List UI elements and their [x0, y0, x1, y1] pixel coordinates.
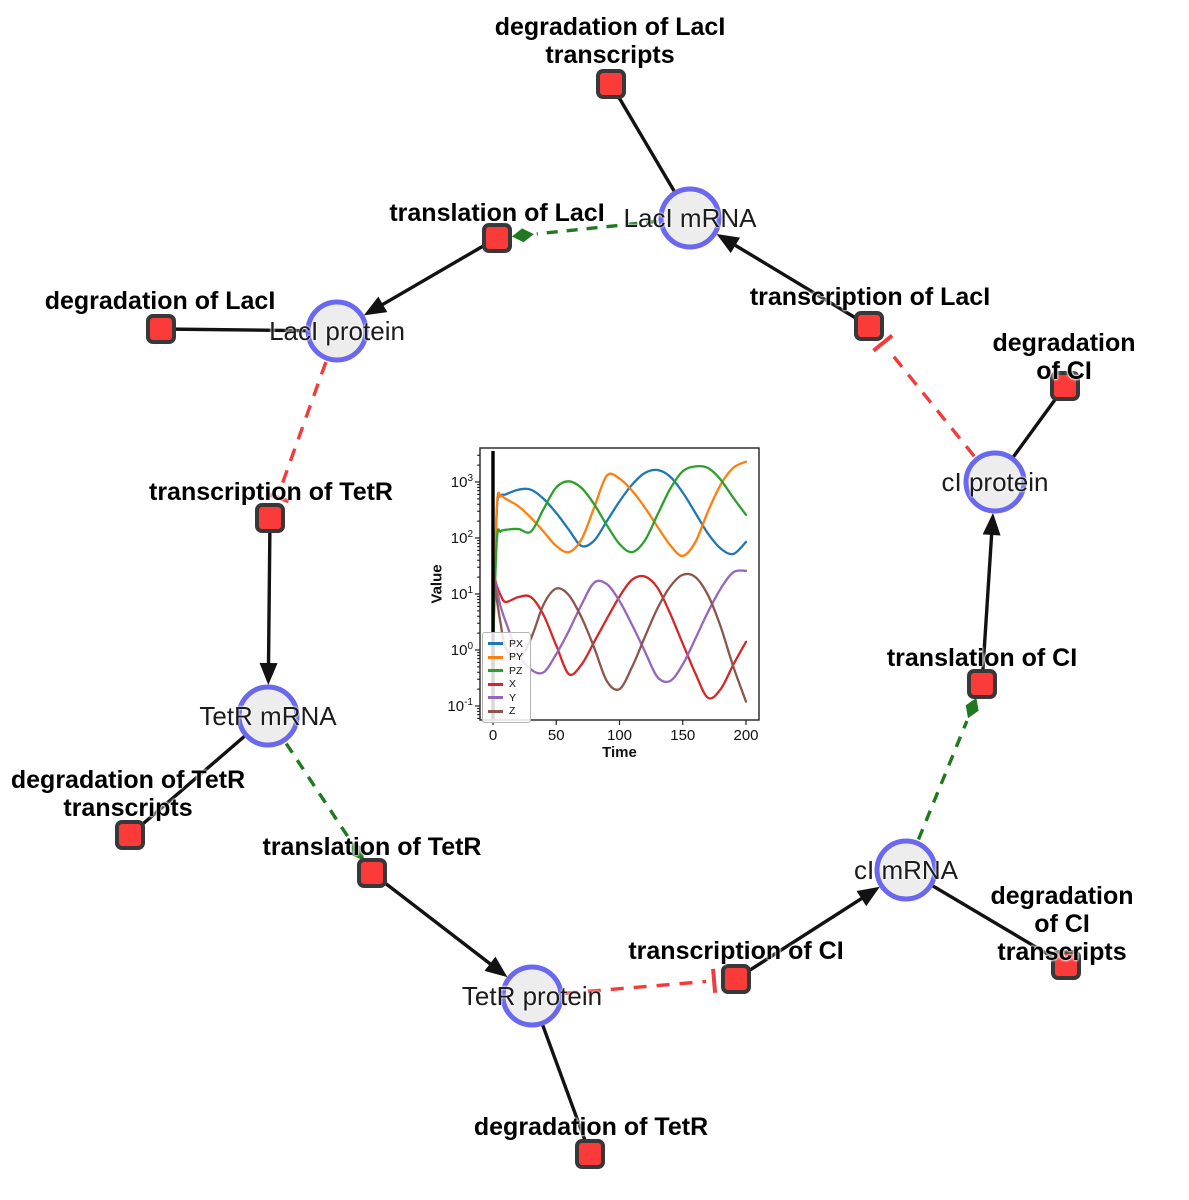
- chart-legend: PX PY PZ X Y Z: [482, 632, 532, 723]
- species-node-laci-mrna[interactable]: [658, 186, 722, 250]
- reaction-node-deg-tetr[interactable]: [575, 1139, 605, 1169]
- species-node-tetr-protein[interactable]: [500, 964, 564, 1028]
- x-tick-label: 0: [488, 727, 498, 744]
- reaction-node-deg-ci-transcripts[interactable]: [1051, 950, 1081, 980]
- x-tick-label: 100: [606, 727, 633, 744]
- reaction-node-deg-laci[interactable]: [146, 314, 176, 344]
- y-tick-label: 102: [450, 529, 473, 547]
- edge-consumption-tetr-protein-deg-tetr: [541, 1024, 592, 1155]
- legend-item-PX: PX: [488, 637, 523, 651]
- edge-modifier-ci-mrna-translation-ci-diamond: [965, 697, 979, 719]
- edge-production-translation-tetr-tetr-protein: [370, 871, 495, 969]
- edge-production-translation-laci-laci-protein-arrowhead: [363, 296, 388, 316]
- edge-inhibition-tetr-protein-transcription-ci-inhibit-bar: [711, 968, 718, 993]
- edge-production-transcription-laci-laci-mrna-arrowhead: [716, 234, 741, 254]
- edge-consumption-laci-mrna-deg-laci-transcripts: [609, 83, 676, 193]
- reaction-node-translation-tetr[interactable]: [357, 858, 387, 888]
- reaction-node-deg-ci[interactable]: [1050, 371, 1080, 401]
- series-PY: [491, 460, 748, 652]
- legend-item-PY: PY: [488, 651, 523, 665]
- legend-label-PY: PY: [509, 651, 524, 663]
- series-PZ: [491, 464, 748, 652]
- legend-item-Y: Y: [488, 691, 523, 705]
- edge-production-transcription-ci-ci-mrna: [735, 894, 867, 981]
- reaction-node-transcription-laci[interactable]: [854, 311, 884, 341]
- edge-consumption-ci-mrna-deg-ci-transcripts: [931, 884, 1067, 967]
- species-node-ci-mrna[interactable]: [874, 838, 938, 902]
- legend-label-Y: Y: [509, 691, 517, 704]
- reaction-node-translation-ci[interactable]: [967, 669, 997, 699]
- legend-label-Z: Z: [509, 705, 516, 717]
- reaction-node-deg-tetr-transcripts[interactable]: [115, 820, 145, 850]
- inset-timeseries-chart: 0 50 100 150 200 10-1 100 101 102 103 Time Value …: [428, 432, 780, 767]
- edge-production-transcription-laci-laci-mrna: [730, 241, 870, 328]
- edge-production-translation-tetr-tetr-protein-arrowhead: [484, 956, 508, 978]
- y-tick-label: 103: [450, 473, 473, 491]
- chart-plot-area: [475, 447, 760, 725]
- y-axis-title: Value: [428, 564, 446, 604]
- legend-item-Z: Z: [488, 705, 523, 719]
- edge-inhibition-ci-protein-transcription-laci-inhibit-bar: [872, 334, 894, 353]
- edge-modifier-laci-mrna-translation-laci-diamond: [511, 228, 534, 243]
- y-tick-label: 101: [450, 585, 473, 603]
- edge-production-translation-laci-laci-protein: [377, 236, 498, 309]
- edge-production-translation-ci-ci-protein: [980, 529, 994, 685]
- reaction-node-translation-laci[interactable]: [482, 223, 512, 253]
- species-node-laci-protein[interactable]: [305, 299, 369, 363]
- reaction-node-transcription-ci[interactable]: [721, 964, 751, 994]
- species-node-tetr-mrna[interactable]: [236, 684, 300, 748]
- legend-label-X: X: [509, 678, 517, 690]
- legend-swatch-Y: [488, 696, 503, 700]
- edge-inhibition-laci-protein-transcription-tetr: [278, 361, 328, 491]
- edge-inhibition-laci-protein-transcription-tetr-inhibit-bar: [265, 491, 290, 504]
- x-axis-title: Time: [602, 744, 637, 761]
- edge-modifier-ci-mrna-translation-ci: [916, 720, 969, 841]
- species-node-ci-protein[interactable]: [963, 450, 1027, 514]
- edge-production-transcription-tetr-tetr-mrna: [266, 517, 272, 669]
- edge-inhibition-ci-protein-transcription-laci: [886, 348, 976, 458]
- y-tick-label: 100: [450, 641, 473, 659]
- edge-modifier-laci-mrna-translation-laci: [536, 219, 658, 236]
- y-tick-label: 10-1: [447, 697, 473, 715]
- legend-swatch-X: [488, 682, 503, 686]
- edge-production-transcription-tetr-tetr-mrna-arrowhead: [259, 662, 278, 686]
- edge-modifier-tetr-mrna-translation-tetr-diamond: [351, 842, 364, 861]
- legend-item-PZ: PZ: [488, 664, 523, 678]
- reaction-node-deg-laci-transcripts[interactable]: [596, 69, 626, 99]
- legend-label-PX: PX: [509, 637, 524, 650]
- edge-consumption-laci-protein-deg-laci: [160, 327, 307, 333]
- x-tick-label: 200: [733, 727, 759, 744]
- legend-swatch-Z: [488, 709, 503, 713]
- legend-swatch-PZ: [488, 669, 503, 673]
- edge-consumption-tetr-mrna-deg-tetr-transcripts: [128, 734, 246, 837]
- series-PX: [491, 468, 748, 652]
- edge-production-translation-ci-ci-protein-arrowhead: [982, 512, 1001, 536]
- x-tick-label: 150: [670, 727, 696, 744]
- legend-swatch-PX: [488, 642, 503, 646]
- legend-item-X: X: [488, 678, 523, 692]
- x-tick-label: 50: [547, 727, 565, 744]
- legend-swatch-PY: [488, 655, 503, 659]
- series-X: [491, 570, 748, 700]
- edges-layer: [128, 83, 1067, 1155]
- nodes-layer: [115, 69, 1081, 1169]
- reaction-node-transcription-tetr[interactable]: [255, 503, 285, 533]
- edge-modifier-tetr-mrna-translation-tetr: [284, 742, 352, 841]
- edge-production-transcription-ci-ci-mrna-arrowhead: [856, 886, 880, 907]
- legend-label-PZ: PZ: [509, 664, 523, 677]
- plot-frame: [479, 447, 760, 721]
- edge-inhibition-tetr-protein-transcription-ci: [564, 979, 707, 995]
